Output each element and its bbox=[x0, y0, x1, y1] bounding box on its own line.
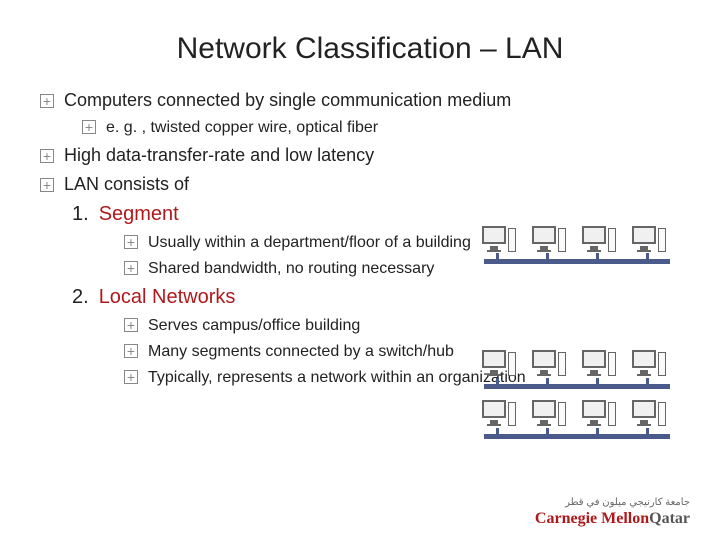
computer-icon bbox=[532, 350, 568, 382]
computer-icon bbox=[482, 226, 518, 258]
drop-line bbox=[546, 253, 549, 261]
drop-line bbox=[546, 428, 549, 436]
numbered-label: Segment bbox=[99, 203, 179, 226]
bullet-text: Usually within a department/floor of a b… bbox=[148, 234, 471, 252]
computer-icon bbox=[482, 350, 518, 382]
plus-icon: + bbox=[40, 149, 54, 163]
bullet-text: Serves campus/office building bbox=[148, 317, 360, 335]
computer-icon bbox=[482, 400, 518, 432]
bullet-text: Typically, represents a network within a… bbox=[148, 369, 526, 387]
drop-line bbox=[596, 253, 599, 261]
computer-icon bbox=[582, 226, 618, 258]
plus-icon: + bbox=[124, 370, 138, 384]
logo-cmu-text: Carnegie MellonQatar bbox=[535, 510, 690, 528]
bullet-text: e. g. , twisted copper wire, optical fib… bbox=[106, 119, 378, 137]
drop-line bbox=[496, 378, 499, 386]
drop-line bbox=[546, 378, 549, 386]
computer-icon bbox=[632, 400, 668, 432]
cmu-qatar-logo: جامعة كارنيجي ميلون في قطر Carnegie Mell… bbox=[535, 497, 690, 528]
plus-icon: + bbox=[40, 94, 54, 108]
bullet-1-1: + e. g. , twisted copper wire, optical f… bbox=[82, 119, 680, 137]
drop-line bbox=[646, 428, 649, 436]
bus-line bbox=[484, 259, 670, 264]
bullet-1: + Computers connected by single communic… bbox=[40, 90, 680, 111]
logo-qatar-text: Qatar bbox=[649, 510, 690, 527]
plus-icon: + bbox=[40, 178, 54, 192]
computer-icon bbox=[532, 400, 568, 432]
bullet-text: LAN consists of bbox=[64, 174, 189, 195]
drop-line bbox=[596, 428, 599, 436]
plus-icon: + bbox=[124, 235, 138, 249]
numbered-1: 1. Segment bbox=[72, 203, 680, 226]
bus-line bbox=[484, 384, 670, 389]
bus-line bbox=[484, 434, 670, 439]
logo-cmu-name: Carnegie Mellon bbox=[535, 510, 649, 527]
bullet-3: + LAN consists of bbox=[40, 174, 680, 195]
computer-icon bbox=[632, 350, 668, 382]
numbered-2: 2. Local Networks bbox=[72, 286, 680, 309]
number-marker: 2. bbox=[72, 286, 89, 309]
bullet-text: Computers connected by single communicat… bbox=[64, 90, 511, 111]
drop-line bbox=[646, 378, 649, 386]
drop-line bbox=[646, 253, 649, 261]
bullet-2: + High data-transfer-rate and low latenc… bbox=[40, 145, 680, 166]
bullet-n2-1: + Serves campus/office building bbox=[124, 317, 680, 335]
plus-icon: + bbox=[124, 344, 138, 358]
local-networks-diagram bbox=[478, 350, 678, 450]
plus-icon: + bbox=[124, 318, 138, 332]
bullet-text: High data-transfer-rate and low latency bbox=[64, 145, 374, 166]
computer-icon bbox=[582, 350, 618, 382]
drop-line bbox=[496, 428, 499, 436]
bullet-text: Shared bandwidth, no routing necessary bbox=[148, 260, 434, 278]
computer-icon bbox=[632, 226, 668, 258]
bullet-text: Many segments connected by a switch/hub bbox=[148, 343, 454, 361]
computer-icon bbox=[532, 226, 568, 258]
logo-arabic-text: جامعة كارنيجي ميلون في قطر bbox=[535, 497, 690, 508]
numbered-label: Local Networks bbox=[99, 286, 236, 309]
segment-diagram bbox=[478, 226, 678, 278]
number-marker: 1. bbox=[72, 203, 89, 226]
slide-title: Network Classification – LAN bbox=[60, 32, 680, 66]
plus-icon: + bbox=[124, 261, 138, 275]
plus-icon: + bbox=[82, 120, 96, 134]
computer-icon bbox=[582, 400, 618, 432]
drop-line bbox=[596, 378, 599, 386]
drop-line bbox=[496, 253, 499, 261]
